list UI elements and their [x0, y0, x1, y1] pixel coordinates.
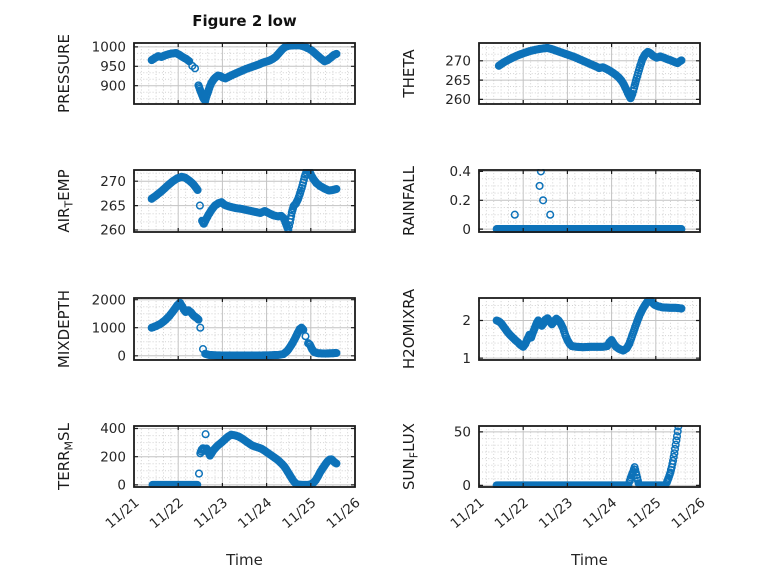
- scatter-markers-mixdepth: [147, 298, 341, 360]
- ytick-label: 265: [445, 73, 471, 89]
- ytick-label: 265: [100, 198, 126, 214]
- tick-marks: [478, 426, 701, 487]
- minor-grid: [134, 170, 355, 232]
- ytick-label: 200: [100, 449, 126, 465]
- axes-box: [478, 42, 701, 105]
- ylabel-mixdepth: MIXDEPTH: [55, 290, 73, 368]
- ylabel-h2omixra: H2OMIXRA: [400, 288, 418, 369]
- major-grid: [479, 170, 700, 232]
- ytick-label: 2: [462, 313, 471, 329]
- ytick-label: 400: [100, 421, 126, 437]
- tick-marks: [133, 170, 356, 232]
- ylabel-theta: THETA: [400, 49, 418, 99]
- tick-marks: [478, 170, 701, 232]
- ylabel-air-temp: AIRTEMP: [55, 169, 76, 232]
- ylabel-pressure: PRESSURE: [55, 34, 73, 113]
- xtick-label: 11/23: [191, 495, 231, 532]
- scatter-markers-rainfall: [492, 169, 686, 233]
- subplot-sun-flux: 50 0 SUNFLUX 11/21 11/22 11/23 11/24 11/25 11/26: [400, 423, 709, 532]
- scatter-markers-sun-flux: [492, 425, 683, 488]
- figure-title: Figure 2 low: [192, 12, 297, 30]
- scatter-markers-theta: [494, 44, 686, 103]
- scatter-markers-terr-msl: [148, 430, 341, 488]
- ytick-label: 2000: [92, 292, 126, 308]
- minor-grid: [479, 43, 700, 104]
- ytick-label: 260: [100, 223, 126, 239]
- minor-grid: [134, 298, 355, 360]
- axes-box: [133, 297, 356, 361]
- tick-marks: [478, 43, 701, 104]
- tick-marks: [133, 426, 356, 487]
- ytick-label: 950: [100, 59, 126, 75]
- xtick-label: 11/25: [624, 495, 664, 532]
- major-grid: [479, 426, 700, 487]
- xtick-label: 11/22: [492, 495, 532, 532]
- subplot-h2omixra: 2 1 H2OMIXRA: [400, 288, 701, 369]
- xtick-label: 11/21: [102, 495, 142, 532]
- axes-box: [133, 169, 356, 233]
- ylabel-terr-msl: TERRMSL: [55, 422, 76, 491]
- subplot-air-temp: 270 265 260 AIRTEMP: [55, 169, 356, 239]
- ylabel-sun-flux: SUNFLUX: [400, 423, 421, 490]
- ytick-label: 1000: [92, 320, 126, 336]
- scatter-markers-h2omixra: [492, 297, 686, 355]
- tick-marks: [133, 298, 356, 360]
- subplot-pressure: 1000 950 900 PRESSURE: [55, 34, 356, 113]
- tick-marks: [478, 298, 701, 360]
- ytick-label: 0: [117, 349, 126, 365]
- xtick-label: 11/21: [447, 495, 487, 532]
- subplot-theta: 270 265 260 THETA: [400, 42, 701, 108]
- axes-box: [478, 169, 701, 233]
- xlabel-time-right: Time: [571, 551, 608, 569]
- ytick-label: 1: [462, 351, 471, 367]
- xtick-label: 11/23: [536, 495, 576, 532]
- ytick-label: 0: [462, 478, 471, 494]
- xtick-label: 11/26: [323, 495, 363, 532]
- scatter-markers-pressure: [147, 42, 341, 105]
- ytick-label: 0.4: [450, 164, 471, 180]
- axes-box: [478, 425, 701, 488]
- ytick-label: 0.2: [450, 193, 471, 209]
- major-grid: [134, 298, 355, 360]
- axes-box: [133, 42, 356, 105]
- ytick-label: 0: [462, 222, 471, 238]
- tick-marks: [133, 43, 356, 104]
- ytick-label: 260: [445, 92, 471, 108]
- subplot-terr-msl: 400 200 0 TERRMSL 11/21 11/22 11/23 11/24 11/25 1…: [55, 421, 364, 532]
- minor-grid: [479, 170, 700, 232]
- ytick-label: 50: [454, 425, 471, 441]
- xtick-label: 11/25: [279, 495, 319, 532]
- xtick-label: 11/22: [147, 495, 187, 532]
- xtick-label: 11/26: [668, 495, 708, 532]
- ytick-label: 270: [445, 54, 471, 70]
- subplot-mixdepth: 2000 1000 0 MIXDEPTH: [55, 290, 356, 368]
- xtick-label: 11/24: [580, 495, 620, 532]
- ytick-label: 1000: [92, 40, 126, 56]
- xtick-label: 11/24: [235, 495, 275, 532]
- ylabel-rainfall: RAINFALL: [400, 165, 418, 236]
- subplot-rainfall: 0.4 0.2 0 RAINFALL: [400, 164, 701, 238]
- ytick-label: 0: [117, 478, 126, 494]
- ytick-label: 270: [100, 174, 126, 190]
- ytick-label: 900: [100, 78, 126, 94]
- xlabel-time-left: Time: [226, 551, 263, 569]
- axes-box: [478, 297, 701, 361]
- scatter-markers-air-temp: [147, 169, 341, 233]
